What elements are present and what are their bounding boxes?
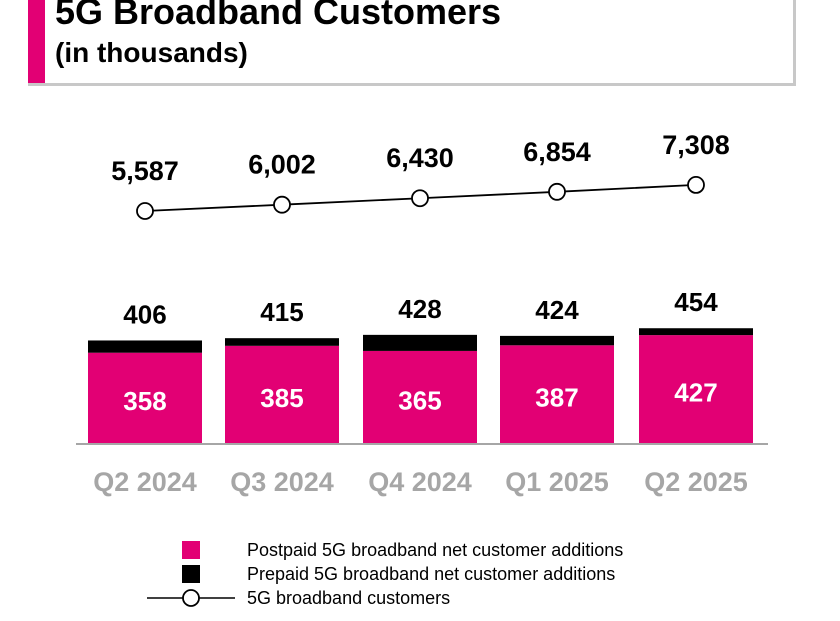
bar-label-postpaid-4: 387 [535,383,578,413]
line-label-3: 6,430 [386,143,454,173]
title-accent-bar [28,0,45,83]
x-tick-label-5: Q2 2025 [644,467,748,497]
bar-prepaid-3 [363,334,477,351]
legend-item-prepaid: Prepaid 5G broadband net customer additi… [145,562,765,586]
bar-prepaid-4 [500,335,614,346]
chart-title: 5G Broadband Customers [55,0,502,32]
bar-label-postpaid-3: 365 [398,385,441,415]
title-box: 5G Broadband Customers (in thousands) [28,0,796,86]
legend-item-customers: 5G broadband customers [145,586,765,610]
line-marker-key [147,589,235,607]
line-point-4 [548,182,566,201]
legend-label-customers: 5G broadband customers [247,588,451,608]
bar-label-total-3: 428 [398,294,441,324]
line-label-1: 5,587 [111,156,179,186]
bar-prepaid-2 [225,338,339,346]
x-tick-label-1: Q2 2024 [93,467,197,497]
line-point-1 [136,202,154,220]
bar-label-total-1: 406 [123,299,166,329]
chart-subtitle: (in thousands) [55,37,248,68]
legend: Postpaid 5G broadband net customer addit… [145,538,765,610]
bar-postpaid-3 [363,350,477,444]
bar-label-total-4: 424 [535,295,579,325]
prepaid-swatch [182,565,200,583]
legend-item-postpaid: Postpaid 5G broadband net customer addit… [145,538,765,562]
bar-label-total-2: 415 [260,297,303,327]
bar-postpaid-5 [639,335,753,444]
x-tick-label-3: Q4 2024 [368,467,472,497]
legend-label-prepaid: Prepaid 5G broadband net customer additi… [247,564,616,584]
postpaid-swatch [182,541,200,559]
line-point-3 [411,189,429,208]
line-label-4: 6,854 [523,137,591,167]
line-point-2 [273,195,291,214]
line-point-5 [687,176,705,194]
x-tick-label-4: Q1 2025 [505,467,609,497]
bar-postpaid-4 [500,345,614,444]
bar-label-postpaid-1: 358 [123,386,166,416]
bar-label-postpaid-5: 427 [674,378,717,408]
bar-label-total-5: 454 [674,287,718,317]
legend-label-postpaid: Postpaid 5G broadband net customer addit… [247,540,624,560]
bar-prepaid-5 [639,328,753,336]
bar-prepaid-1 [88,340,202,353]
bar-postpaid-2 [225,345,339,444]
line-label-2: 6,002 [248,150,316,180]
chart-canvas: 358 406 Q2 2024 385 415 Q3 2024 365 428 Q4 2024 3… [76,130,768,497]
line-label-5: 7,308 [662,130,730,160]
bar-postpaid-1 [88,352,202,444]
bar-label-postpaid-2: 385 [260,383,303,413]
x-tick-label-2: Q3 2024 [230,467,334,497]
